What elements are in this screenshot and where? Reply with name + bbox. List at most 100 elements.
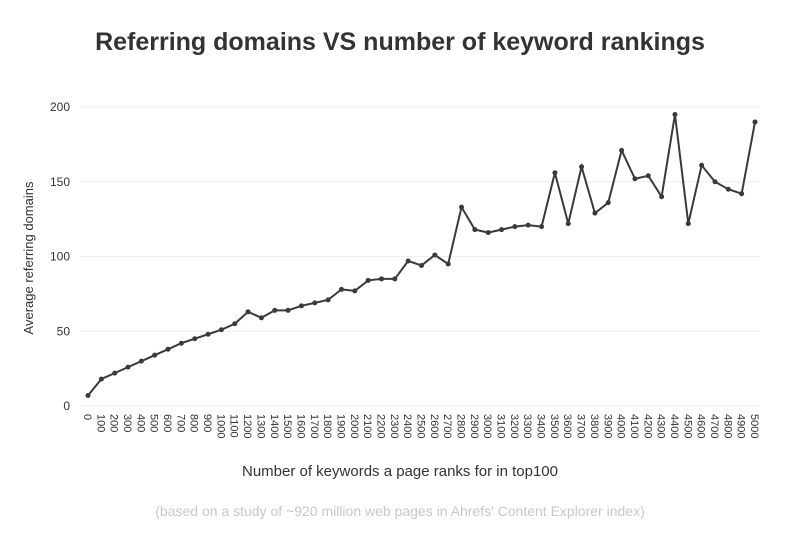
point (645, 173, 651, 179)
x-tick-label: 600 (161, 414, 173, 432)
line (87, 114, 756, 397)
y-tick-label: 150 (50, 175, 70, 189)
point (352, 288, 358, 294)
x-tick-label: 800 (188, 414, 200, 432)
point (499, 227, 505, 233)
point (525, 222, 531, 228)
point (685, 221, 691, 227)
point (285, 307, 291, 313)
point (445, 261, 451, 267)
point (218, 327, 224, 333)
x-tick-label: 1900 (334, 414, 346, 438)
x-tick-label: 0 (81, 414, 93, 420)
point (712, 179, 718, 185)
x-tick-label: 4100 (628, 414, 640, 438)
x-tick-label: 4500 (681, 414, 693, 438)
point (192, 336, 198, 342)
x-tick-label: 4700 (708, 414, 720, 438)
x-tick-label: 200 (108, 414, 120, 432)
point (512, 224, 518, 230)
point (605, 200, 611, 206)
x-tick-label: 1400 (268, 414, 280, 438)
y-tick-label: 100 (50, 250, 70, 264)
point (592, 210, 598, 216)
point (632, 176, 638, 182)
x-tick-label: 2700 (441, 414, 453, 438)
x-tick-label: 100 (94, 414, 106, 432)
x-tick-label: 4200 (641, 414, 653, 438)
x-tick-label: 4800 (721, 414, 733, 438)
x-tick-label: 3000 (481, 414, 493, 438)
point (232, 321, 238, 327)
point (739, 191, 745, 197)
x-tick-label: 5000 (748, 414, 760, 438)
point (178, 340, 184, 346)
x-tick-label: 4000 (615, 414, 627, 438)
x-axis-label: Number of keywords a page ranks for in t… (242, 463, 558, 480)
x-tick-label: 300 (121, 414, 133, 432)
point (752, 119, 758, 125)
point (725, 186, 731, 192)
y-tick-label: 0 (63, 399, 70, 413)
x-tick-label: 1700 (308, 414, 320, 438)
x-tick-label: 1000 (214, 414, 226, 438)
x-tick-label: 700 (174, 414, 186, 432)
point (539, 224, 545, 230)
x-tick-label: 4600 (695, 414, 707, 438)
point (272, 307, 278, 313)
x-tick-label: 4900 (735, 414, 747, 438)
x-tick-label: 3200 (508, 414, 520, 438)
chart-title: Referring domains VS number of keyword r… (95, 28, 705, 56)
point (98, 376, 104, 382)
point (378, 276, 384, 282)
point (659, 194, 665, 200)
point (112, 370, 118, 376)
x-tick-label: 2100 (361, 414, 373, 438)
y-tick-label: 50 (57, 324, 71, 338)
x-tick-label: 3700 (575, 414, 587, 438)
point (672, 111, 678, 117)
x-tick-label: 3800 (588, 414, 600, 438)
point (472, 227, 478, 233)
point (579, 164, 585, 170)
y-tick-label: 200 (50, 100, 70, 114)
x-tick-label: 4400 (668, 414, 680, 438)
x-tick-label: 3600 (561, 414, 573, 438)
footnote: (based on a study of ~920 million web pa… (155, 503, 644, 519)
x-tick-label: 3100 (495, 414, 507, 438)
x-tick-label: 2600 (428, 414, 440, 438)
x-tick-label: 1100 (228, 414, 240, 438)
point (392, 276, 398, 282)
x-tick-label: 1300 (254, 414, 266, 438)
x-tick-label: 500 (148, 414, 160, 432)
x-tick-label: 900 (201, 414, 213, 432)
point (365, 277, 371, 283)
point (459, 204, 465, 210)
x-tick-label: 1500 (281, 414, 293, 438)
x-tick-label: 2000 (348, 414, 360, 438)
x-tick-label: 2900 (468, 414, 480, 438)
point (245, 309, 251, 315)
point (165, 346, 171, 352)
point (258, 315, 264, 321)
point (138, 358, 144, 364)
point (432, 252, 438, 258)
x-tick-label: 2800 (455, 414, 467, 438)
point (205, 331, 211, 337)
point (338, 286, 344, 292)
point (325, 297, 331, 303)
x-tick-label: 4300 (655, 414, 667, 438)
point (485, 230, 491, 236)
point (85, 393, 91, 399)
x-tick-label: 400 (134, 414, 146, 432)
y-axis-label: Average referring domains (21, 181, 36, 334)
point (419, 262, 424, 268)
point (699, 162, 705, 168)
x-tick-label: 2300 (388, 414, 400, 438)
x-tick-label: 2400 (401, 414, 413, 438)
x-tick-label: 2200 (374, 414, 386, 438)
x-tick-label: 3900 (601, 414, 613, 438)
point (565, 221, 571, 227)
point (298, 303, 304, 309)
